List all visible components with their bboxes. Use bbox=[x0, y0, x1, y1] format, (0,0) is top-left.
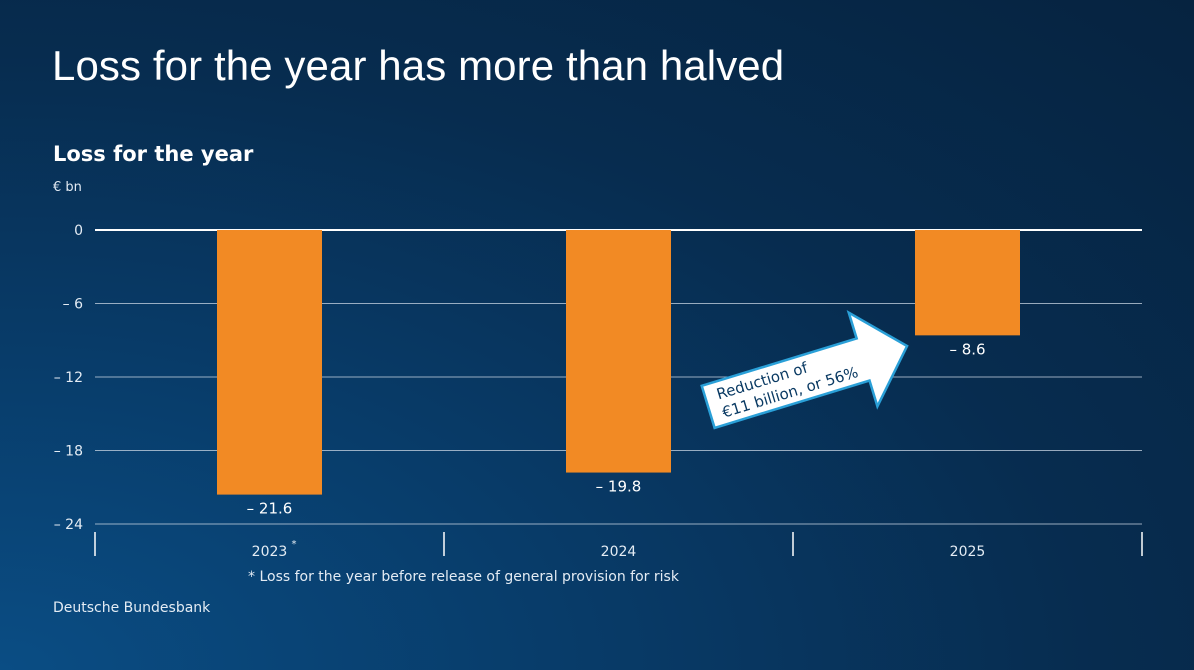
y-tick-label: – 12 bbox=[54, 370, 83, 386]
value-label-2025: – 8.6 bbox=[949, 340, 985, 358]
chart-title: Loss for the year bbox=[53, 142, 254, 166]
y-tick-label: – 6 bbox=[63, 297, 83, 313]
bars bbox=[217, 230, 1020, 495]
x-tick-label-2025: 2025 bbox=[950, 544, 986, 560]
bar-2024 bbox=[566, 230, 671, 473]
page-title: Loss for the year has more than halved bbox=[52, 42, 785, 89]
source-label: Deutsche Bundesbank bbox=[53, 600, 211, 616]
value-labels: – 21.6 – 19.8 – 8.6 bbox=[247, 340, 986, 517]
y-tick-label: – 24 bbox=[54, 517, 83, 533]
y-tick-label: 0 bbox=[74, 223, 83, 239]
bar-2023 bbox=[217, 230, 322, 495]
bar-2025 bbox=[915, 230, 1020, 336]
arrow-shape bbox=[700, 309, 909, 430]
y-axis-unit: € bn bbox=[53, 180, 82, 195]
value-label-2023: – 21.6 bbox=[247, 500, 293, 518]
value-label-2024: – 19.8 bbox=[596, 478, 642, 496]
x-tick-label-2024: 2024 bbox=[601, 544, 637, 560]
y-tick-label: – 18 bbox=[54, 444, 83, 460]
x-axis: 2023 * 2024 2025 bbox=[94, 532, 1143, 560]
x-tick-footnote-mark: * bbox=[292, 539, 297, 550]
footnote: * Loss for the year before release of ge… bbox=[248, 569, 679, 585]
x-tick-label-2023: 2023 bbox=[252, 544, 288, 560]
reduction-arrow: Reduction of €11 billion, or 56% bbox=[700, 309, 909, 430]
